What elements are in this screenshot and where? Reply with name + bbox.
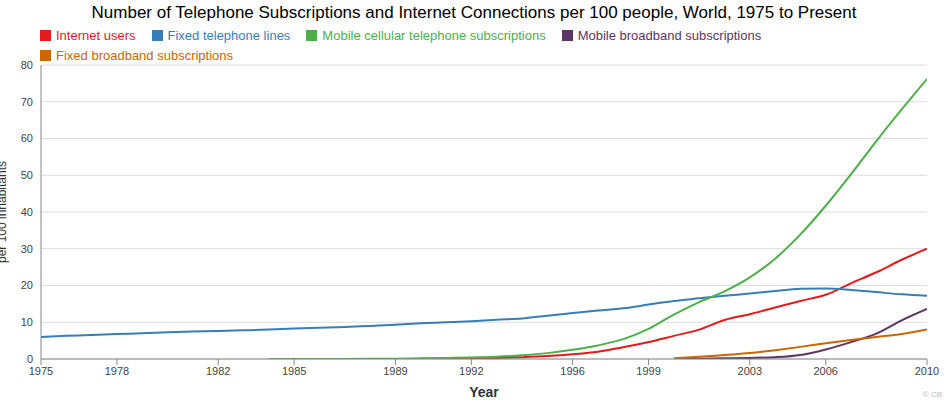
svg-text:1999: 1999 xyxy=(636,365,660,377)
svg-text:Year: Year xyxy=(469,384,499,400)
svg-text:1992: 1992 xyxy=(459,365,483,377)
html-text:Fixed broadband subscriptions: Fixed broadband subscriptions xyxy=(56,47,234,63)
svg-text:40: 40 xyxy=(21,206,33,218)
svg-text:2010: 2010 xyxy=(915,365,939,377)
svg-text:10: 10 xyxy=(21,316,33,328)
svg-text:70: 70 xyxy=(21,96,33,108)
html-text:Internet users: Internet users xyxy=(56,27,136,43)
svg-text:per 100 inhabitants: per 100 inhabitants xyxy=(8,161,9,263)
svg-text:1989: 1989 xyxy=(383,365,407,377)
svg-text:30: 30 xyxy=(21,243,33,255)
svg-text:0: 0 xyxy=(27,353,33,365)
svg-text:1996: 1996 xyxy=(560,365,584,377)
svg-text:60: 60 xyxy=(21,132,33,144)
html-text:Fixed telephone lines: Fixed telephone lines xyxy=(167,27,291,43)
html-text:Mobile broadband subscriptions: Mobile broadband subscriptions xyxy=(577,27,762,43)
svg-text:1982: 1982 xyxy=(206,365,230,377)
svg-text:1978: 1978 xyxy=(105,365,129,377)
svg-text:50: 50 xyxy=(21,169,33,181)
svg-text:1985: 1985 xyxy=(282,365,306,377)
svg-text:80: 80 xyxy=(21,59,33,71)
svg-text:2003: 2003 xyxy=(738,365,762,377)
svg-text:20: 20 xyxy=(21,279,33,291)
html-text:© CB: © CB xyxy=(922,390,942,399)
svg-text:1975: 1975 xyxy=(29,365,53,377)
svg-text:2006: 2006 xyxy=(814,365,838,377)
html-text:Mobile cellular telephone subs: Mobile cellular telephone subscriptions xyxy=(322,27,546,43)
html-text:Number of Telephone Subscripti: Number of Telephone Subscriptions and In… xyxy=(91,3,857,22)
